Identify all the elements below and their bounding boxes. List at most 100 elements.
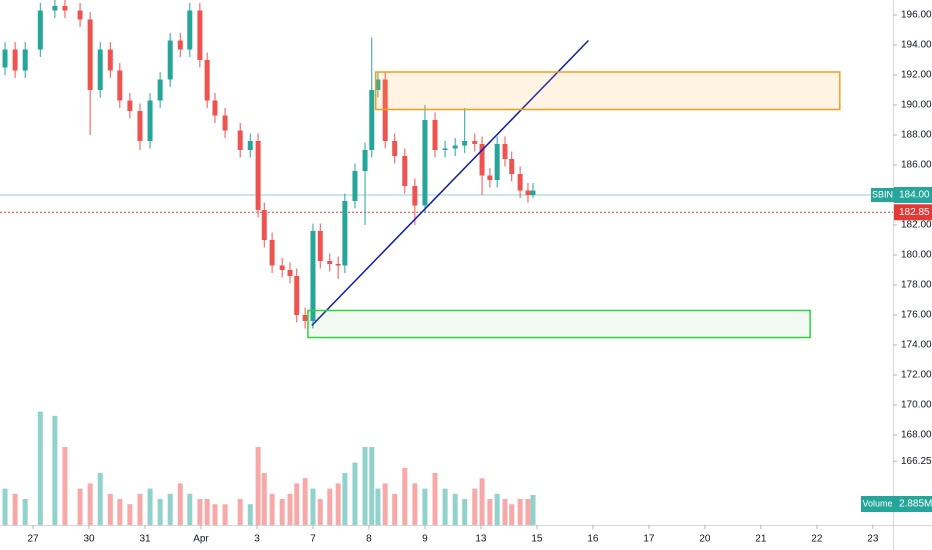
volume-bar — [375, 488, 381, 525]
candle-body — [197, 10, 203, 60]
candle-body — [187, 10, 193, 50]
volume-bar — [2, 488, 8, 525]
x-tick-label: 7 — [310, 534, 316, 545]
candle-body — [177, 40, 183, 50]
candle-body — [237, 130, 243, 150]
volume-name-bg — [861, 496, 894, 512]
volume-bar — [310, 488, 316, 525]
candle-body — [107, 49, 113, 71]
candle-body — [479, 144, 485, 176]
volume-bar — [12, 493, 18, 525]
candle-body — [352, 171, 358, 201]
y-tick-label: 190.00 — [901, 100, 932, 111]
volume-bar — [107, 493, 113, 525]
volume-bar — [177, 483, 183, 525]
candle-body — [517, 174, 523, 191]
candle-body — [375, 79, 381, 90]
candle-body — [494, 144, 500, 180]
candle-body — [335, 264, 341, 266]
volume-bar — [204, 499, 210, 525]
zone-rectangle — [374, 71, 841, 111]
y-tick-label: 196.00 — [901, 10, 932, 21]
candle-body — [117, 70, 123, 101]
volume-bar — [117, 499, 123, 525]
volume-bar — [187, 493, 193, 525]
x-tick-label: 17 — [643, 534, 655, 545]
y-tick-label: 168.00 — [901, 430, 932, 441]
x-tick-label: 21 — [755, 534, 767, 545]
y-tick-label: 192.00 — [901, 70, 932, 81]
volume-bar — [157, 499, 163, 525]
x-tick-label: 20 — [699, 534, 711, 545]
y-tick-label: 194.00 — [901, 40, 932, 51]
candle-body — [294, 276, 300, 315]
candle-body — [147, 100, 153, 141]
volume-bar — [255, 447, 261, 525]
candle-body — [2, 49, 8, 68]
volume-bar — [22, 499, 28, 525]
candle-body — [22, 49, 28, 71]
volume-bar — [525, 499, 531, 525]
candle-body — [327, 261, 333, 264]
volume-bar — [392, 493, 398, 525]
candle-body — [167, 40, 173, 80]
volume-bar — [147, 488, 153, 525]
candle-body — [502, 144, 508, 159]
volume-bar — [422, 488, 428, 525]
candle-body — [127, 100, 133, 111]
volume-bar — [261, 473, 267, 525]
reference-tag: 182.85 — [899, 207, 930, 218]
volume-bar — [327, 488, 333, 525]
y-tick-label: 166.25 — [901, 456, 932, 467]
candle-body — [77, 10, 83, 20]
candle-body — [317, 231, 323, 261]
volume-bar — [452, 493, 458, 525]
x-tick-label: 3 — [254, 534, 260, 545]
candle-body — [432, 120, 438, 150]
x-tick-label: 23 — [867, 534, 879, 545]
y-tick-label: 178.00 — [901, 280, 932, 291]
candle-body — [37, 10, 43, 50]
candle-body — [87, 19, 93, 90]
candle-body — [530, 190, 536, 195]
x-tick-label: 30 — [83, 534, 95, 545]
candle-body — [212, 100, 218, 116]
candle-body — [137, 111, 143, 141]
volume-tag-bg — [894, 496, 932, 512]
volume-bar — [382, 483, 388, 525]
candle-body — [509, 159, 515, 174]
volume-bar — [97, 473, 103, 525]
trendline — [311, 39, 589, 327]
volume-bar — [294, 483, 300, 525]
candle-body — [392, 141, 398, 156]
candle-body — [287, 270, 293, 276]
y-tick-label: 182.00 — [901, 220, 932, 231]
y-tick-label: 188.00 — [901, 130, 932, 141]
volume-bar — [517, 499, 523, 525]
symbol-tag-bg — [871, 188, 894, 202]
candle-body — [402, 156, 408, 186]
volume-bar — [509, 504, 515, 525]
volume-bar — [487, 499, 493, 525]
volume-bar — [335, 483, 341, 525]
y-tick-label: 186.00 — [901, 160, 932, 171]
symbol-tag: SBIN — [872, 189, 893, 199]
volume-bar — [237, 499, 243, 525]
volume-bar — [432, 473, 438, 525]
candle-body — [204, 60, 210, 101]
candle-body — [412, 186, 418, 206]
x-tick-label: 16 — [587, 534, 599, 545]
volume-bar — [137, 493, 143, 525]
volume-bar — [402, 467, 408, 525]
volume-bar — [212, 504, 218, 525]
x-tick-label: 27 — [27, 534, 39, 545]
candle-body — [302, 315, 308, 321]
candle-body — [342, 201, 348, 266]
volume-bar — [37, 411, 43, 525]
last-price-tag-bg — [894, 187, 932, 203]
y-tick-label: 174.00 — [901, 340, 932, 351]
candle-body — [369, 90, 375, 150]
volume-bar — [479, 478, 485, 525]
